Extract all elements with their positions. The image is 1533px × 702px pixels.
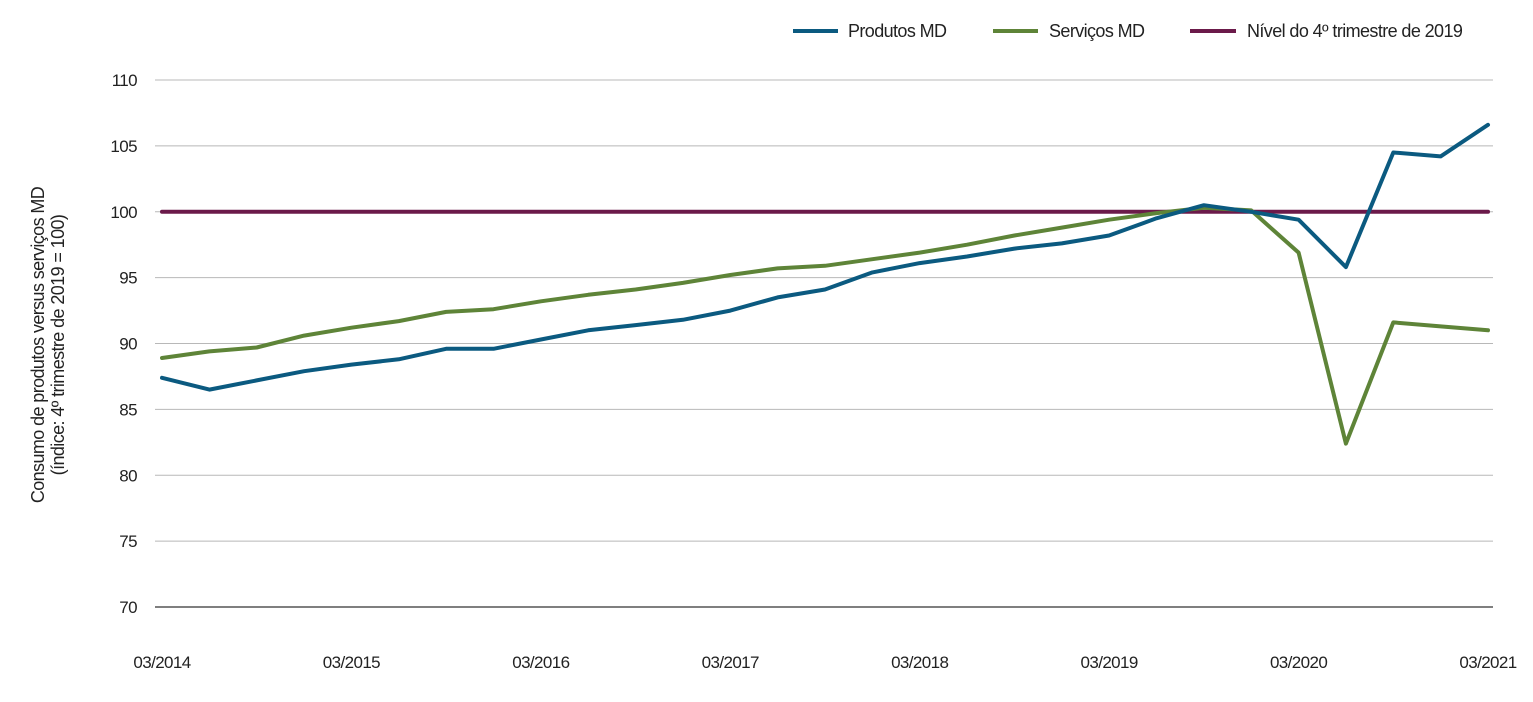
legend-item-produtos: Produtos MD: [793, 21, 947, 41]
legend-label-nivel: Nível do 4º trimestre de 2019: [1247, 21, 1463, 41]
series-lines: [162, 125, 1488, 444]
y-tick-label: 85: [119, 400, 137, 419]
y-tick-label: 80: [119, 466, 137, 485]
series-line-0: [162, 125, 1488, 390]
y-axis-title-line-1: Consumo de produtos versus serviços MD: [28, 186, 48, 503]
x-tick-label: 03/2019: [1081, 653, 1138, 672]
y-axis-title: Consumo de produtos versus serviços MD (…: [28, 186, 68, 503]
y-tick-label: 100: [110, 203, 137, 222]
y-tick-labels: 70 75 80 85 90 95 100 105 110: [110, 71, 137, 617]
y-tick-label: 95: [119, 269, 137, 288]
x-tick-label: 03/2020: [1270, 653, 1327, 672]
legend-item-servicos: Serviços MD: [993, 21, 1145, 41]
y-tick-label: 90: [119, 335, 137, 354]
series-line-1: [162, 208, 1488, 444]
y-tick-label: 70: [119, 598, 137, 617]
y-tick-label: 75: [119, 532, 137, 551]
x-tick-label: 03/2018: [891, 653, 948, 672]
gridlines: [155, 80, 1493, 607]
x-tick-label: 03/2016: [512, 653, 569, 672]
legend-label-servicos: Serviços MD: [1049, 21, 1145, 41]
legend-item-nivel: Nível do 4º trimestre de 2019: [1190, 21, 1463, 41]
y-axis-title-line-2: (índice: 4º trimestre de 2019 = 100): [48, 215, 68, 476]
x-tick-label: 03/2021: [1459, 653, 1516, 672]
legend: Produtos MD Serviços MD Nível do 4º trim…: [793, 21, 1463, 41]
x-tick-label: 03/2014: [133, 653, 190, 672]
x-tick-label: 03/2017: [702, 653, 759, 672]
y-tick-label: 105: [110, 137, 137, 156]
x-tick-labels: 03/2014 03/2015 03/2016 03/2017 03/2018 03/20…: [133, 653, 1516, 672]
y-tick-label: 110: [112, 71, 137, 90]
legend-label-produtos: Produtos MD: [848, 21, 947, 41]
x-tick-label: 03/2015: [323, 653, 380, 672]
